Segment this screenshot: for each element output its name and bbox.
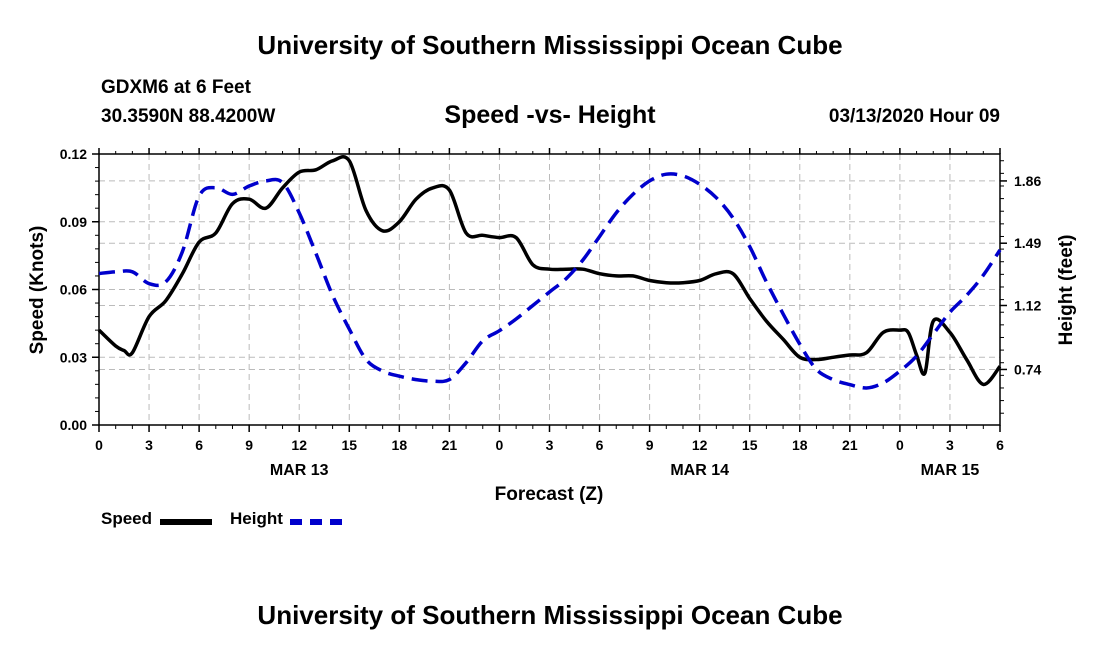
- x-tick-label: 21: [842, 437, 858, 453]
- x-tick-label: 18: [792, 437, 808, 453]
- chart-subtitle: Speed -vs- Height: [444, 101, 656, 129]
- x-tick-label: 6: [996, 437, 1004, 453]
- x-tick-label: 0: [496, 437, 504, 453]
- legend-speed-swatch: [160, 519, 212, 525]
- station-name: GDXM6 at 6 Feet: [101, 77, 251, 98]
- chart-title: University of Southern Mississippi Ocean…: [257, 30, 843, 60]
- date-label: MAR 15: [921, 462, 980, 479]
- x-tick-label: 15: [341, 437, 357, 453]
- x-tick-label: 6: [195, 437, 203, 453]
- y-tick-label: 0.12: [60, 146, 87, 162]
- grid: [99, 154, 1000, 425]
- y-axis-title: Speed (Knots): [27, 226, 48, 355]
- height-series-line: [98, 172, 1002, 390]
- y-tick-label: 0.00: [60, 417, 87, 433]
- legend-height-label: Height: [230, 509, 283, 528]
- x-tick-label: 21: [442, 437, 458, 453]
- y-tick-label: 0.03: [60, 349, 87, 365]
- date-label: MAR 14: [670, 462, 729, 479]
- date-label: MAR 13: [270, 462, 329, 479]
- y2-tick-label: 1.86: [1014, 173, 1041, 189]
- x-tick-label: 6: [596, 437, 604, 453]
- legend-height-swatch: [290, 519, 342, 525]
- x-tick-label: 3: [546, 437, 554, 453]
- x-tick-label: 3: [145, 437, 153, 453]
- series: [97, 155, 1002, 390]
- x-tick-label: 15: [742, 437, 758, 453]
- footer-title: University of Southern Mississippi Ocean…: [257, 600, 843, 630]
- x-tick-label: 9: [646, 437, 654, 453]
- y2-tick-label: 1.49: [1014, 235, 1041, 251]
- x-tick-label: 9: [245, 437, 253, 453]
- x-tick-label: 3: [946, 437, 954, 453]
- y-tick-label: 0.09: [60, 214, 87, 230]
- x-tick-label: 0: [896, 437, 904, 453]
- x-tick-label: 12: [692, 437, 708, 453]
- x-tick-label: 12: [291, 437, 307, 453]
- x-axis-title: Forecast (Z): [495, 484, 604, 505]
- y2-tick-label: 1.12: [1014, 297, 1041, 313]
- y-tick-label: 0.06: [60, 282, 87, 298]
- y2-tick-label: 0.74: [1014, 361, 1041, 377]
- axis-ticks: [92, 148, 1007, 432]
- station-coordinates: 30.3590N 88.4200W: [101, 106, 276, 127]
- axis-labels: 0 3 6 9 12 15 18 21 0 3 6 9 12 15 18 21 0 3 6 MAR 13 MAR 14 M…: [60, 146, 1042, 479]
- speed-series-line: [97, 155, 1002, 387]
- legend-speed-label: Speed: [101, 509, 153, 528]
- x-tick-label: 0: [95, 437, 103, 453]
- x-tick-label: 18: [392, 437, 408, 453]
- y2-axis-title: Height (feet): [1056, 235, 1077, 346]
- forecast-datetime: 03/13/2020 Hour 09: [828, 106, 1000, 127]
